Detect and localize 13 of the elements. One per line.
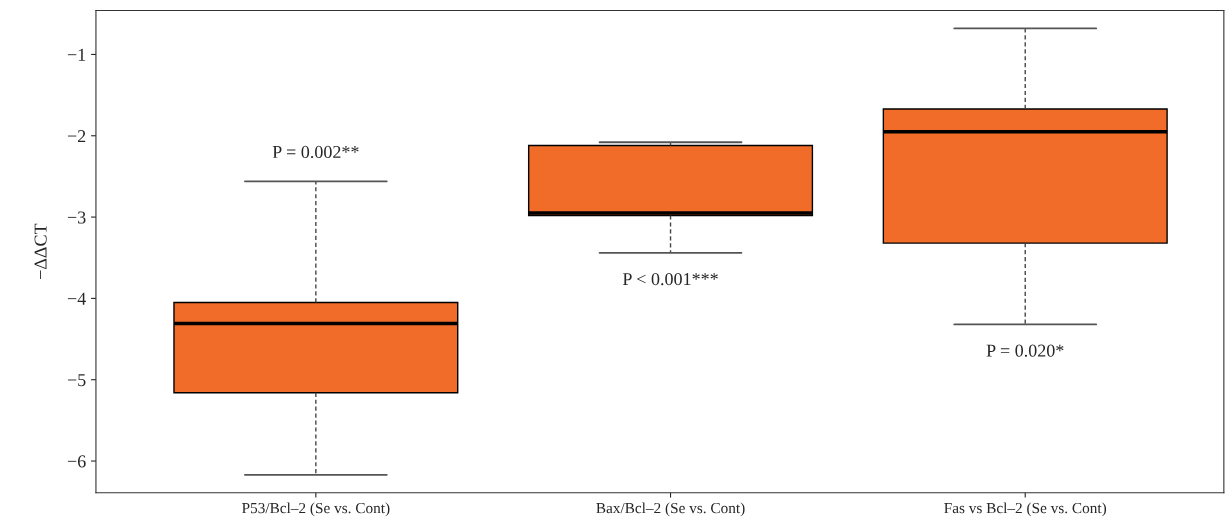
y-tick-label: −6 [67, 455, 86, 468]
y-tick-label: −1 [67, 48, 86, 61]
x-tick-label: Fas vs Bcl–2 (Se vs. Cont) [944, 502, 1107, 517]
y-tick-label: −2 [67, 130, 86, 143]
y-tick-label: −3 [67, 211, 86, 224]
y-tick-label: −5 [67, 374, 86, 387]
y-tick-label: −4 [67, 292, 86, 305]
annotation: P < 0.001*** [622, 272, 718, 286]
x-tick-label: P53/Bcl–2 (Se vs. Cont) [242, 502, 390, 517]
annotation: P = 0.020* [986, 344, 1064, 357]
x-tick-label: Bax/Bcl–2 (Se vs. Cont) [596, 502, 745, 517]
annotation: P = 0.002** [272, 145, 359, 159]
y-axis-title: −ΔΔCT [34, 223, 47, 279]
